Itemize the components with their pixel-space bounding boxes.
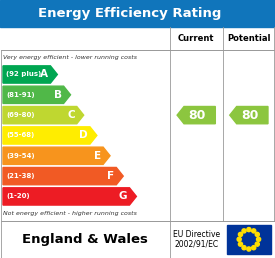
Polygon shape xyxy=(247,228,251,232)
Polygon shape xyxy=(257,237,261,241)
Text: (55-68): (55-68) xyxy=(6,132,34,139)
Text: E: E xyxy=(94,151,101,161)
Text: (1-20): (1-20) xyxy=(6,194,30,199)
Polygon shape xyxy=(238,232,243,237)
Text: Very energy efficient - lower running costs: Very energy efficient - lower running co… xyxy=(3,55,137,60)
Polygon shape xyxy=(230,107,268,124)
Text: D: D xyxy=(79,131,88,140)
Bar xyxy=(1,50,274,221)
Polygon shape xyxy=(252,246,256,250)
Polygon shape xyxy=(238,242,243,246)
Text: England & Wales: England & Wales xyxy=(22,233,148,246)
Bar xyxy=(0,0,275,27)
Text: 80: 80 xyxy=(189,109,206,122)
Polygon shape xyxy=(3,188,136,205)
Text: (69-80): (69-80) xyxy=(6,112,34,118)
Polygon shape xyxy=(177,107,215,124)
Text: (21-38): (21-38) xyxy=(6,173,34,179)
Text: (39-54): (39-54) xyxy=(6,153,35,159)
Polygon shape xyxy=(237,237,241,241)
Polygon shape xyxy=(3,167,123,185)
Polygon shape xyxy=(252,229,256,233)
Polygon shape xyxy=(242,229,246,233)
Text: Current: Current xyxy=(178,34,214,43)
Polygon shape xyxy=(3,66,57,83)
Text: A: A xyxy=(40,69,48,79)
Text: (81-91): (81-91) xyxy=(6,92,35,98)
Polygon shape xyxy=(3,147,110,164)
Text: 80: 80 xyxy=(241,109,258,122)
Polygon shape xyxy=(242,246,246,250)
Polygon shape xyxy=(255,242,259,246)
Text: Potential: Potential xyxy=(227,34,271,43)
Text: G: G xyxy=(119,191,128,201)
Polygon shape xyxy=(255,232,259,237)
Text: Not energy efficient - higher running costs: Not energy efficient - higher running co… xyxy=(3,211,137,216)
Text: F: F xyxy=(107,171,114,181)
Text: Energy Efficiency Rating: Energy Efficiency Rating xyxy=(38,7,221,20)
Bar xyxy=(227,225,271,254)
Polygon shape xyxy=(3,107,84,124)
Polygon shape xyxy=(247,247,251,251)
Text: B: B xyxy=(54,90,62,100)
Text: C: C xyxy=(67,110,75,120)
Polygon shape xyxy=(3,86,70,103)
Text: EU Directive
2002/91/EC: EU Directive 2002/91/EC xyxy=(173,230,220,249)
Text: (92 plus): (92 plus) xyxy=(6,71,41,77)
Bar xyxy=(1,221,274,258)
Polygon shape xyxy=(3,127,97,144)
